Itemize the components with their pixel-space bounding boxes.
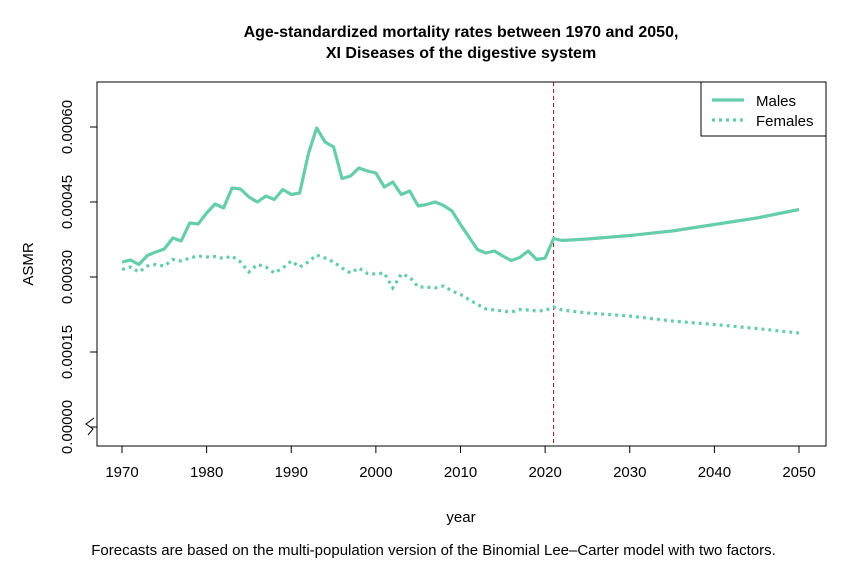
legend-box (700, 81, 827, 137)
x-tick-label: 1970 (105, 464, 138, 481)
x-tick-label: 1990 (275, 464, 308, 481)
series-line-females (121, 253, 800, 335)
y-axis: 0.00000 0.00015 0.00030 0.00045 0.00060 (59, 100, 97, 454)
x-axis-label: year (446, 509, 475, 526)
y-tick-label: 0.00045 (59, 175, 76, 229)
x-axis: 1970 1980 1990 2000 2010 2020 2030 2040 2050 (105, 446, 816, 481)
y-tick-label: 0.00060 (59, 100, 76, 154)
y-tick-label: 0.00015 (59, 325, 76, 379)
y-axis-break-icon (85, 417, 95, 436)
x-tick-label: 2030 (613, 464, 646, 481)
x-tick-label: 2040 (698, 464, 731, 481)
legend-label-females: Females (756, 113, 814, 130)
x-tick-label: 1980 (190, 464, 223, 481)
mortality-chart: Age-standardized mortality rates between… (20, 24, 827, 526)
x-tick-label: 2020 (528, 464, 561, 481)
legend-label-males: Males (756, 93, 796, 110)
chart-title-line2: XI Diseases of the digestive system (326, 45, 596, 62)
legend: Males Females (700, 81, 827, 137)
y-tick-label: 0.00000 (59, 400, 76, 454)
y-tick-label: 0.00030 (59, 250, 76, 304)
x-tick-label: 2050 (782, 464, 815, 481)
plot-frame (96, 81, 827, 447)
x-tick-label: 2010 (444, 464, 477, 481)
chart-caption: Forecasts are based on the multi-populat… (91, 542, 776, 559)
y-axis-label: ASMR (20, 242, 37, 286)
x-tick-label: 2000 (359, 464, 392, 481)
chart-title-line1: Age-standardized mortality rates between… (244, 24, 679, 41)
series-line-males (121, 126, 800, 267)
